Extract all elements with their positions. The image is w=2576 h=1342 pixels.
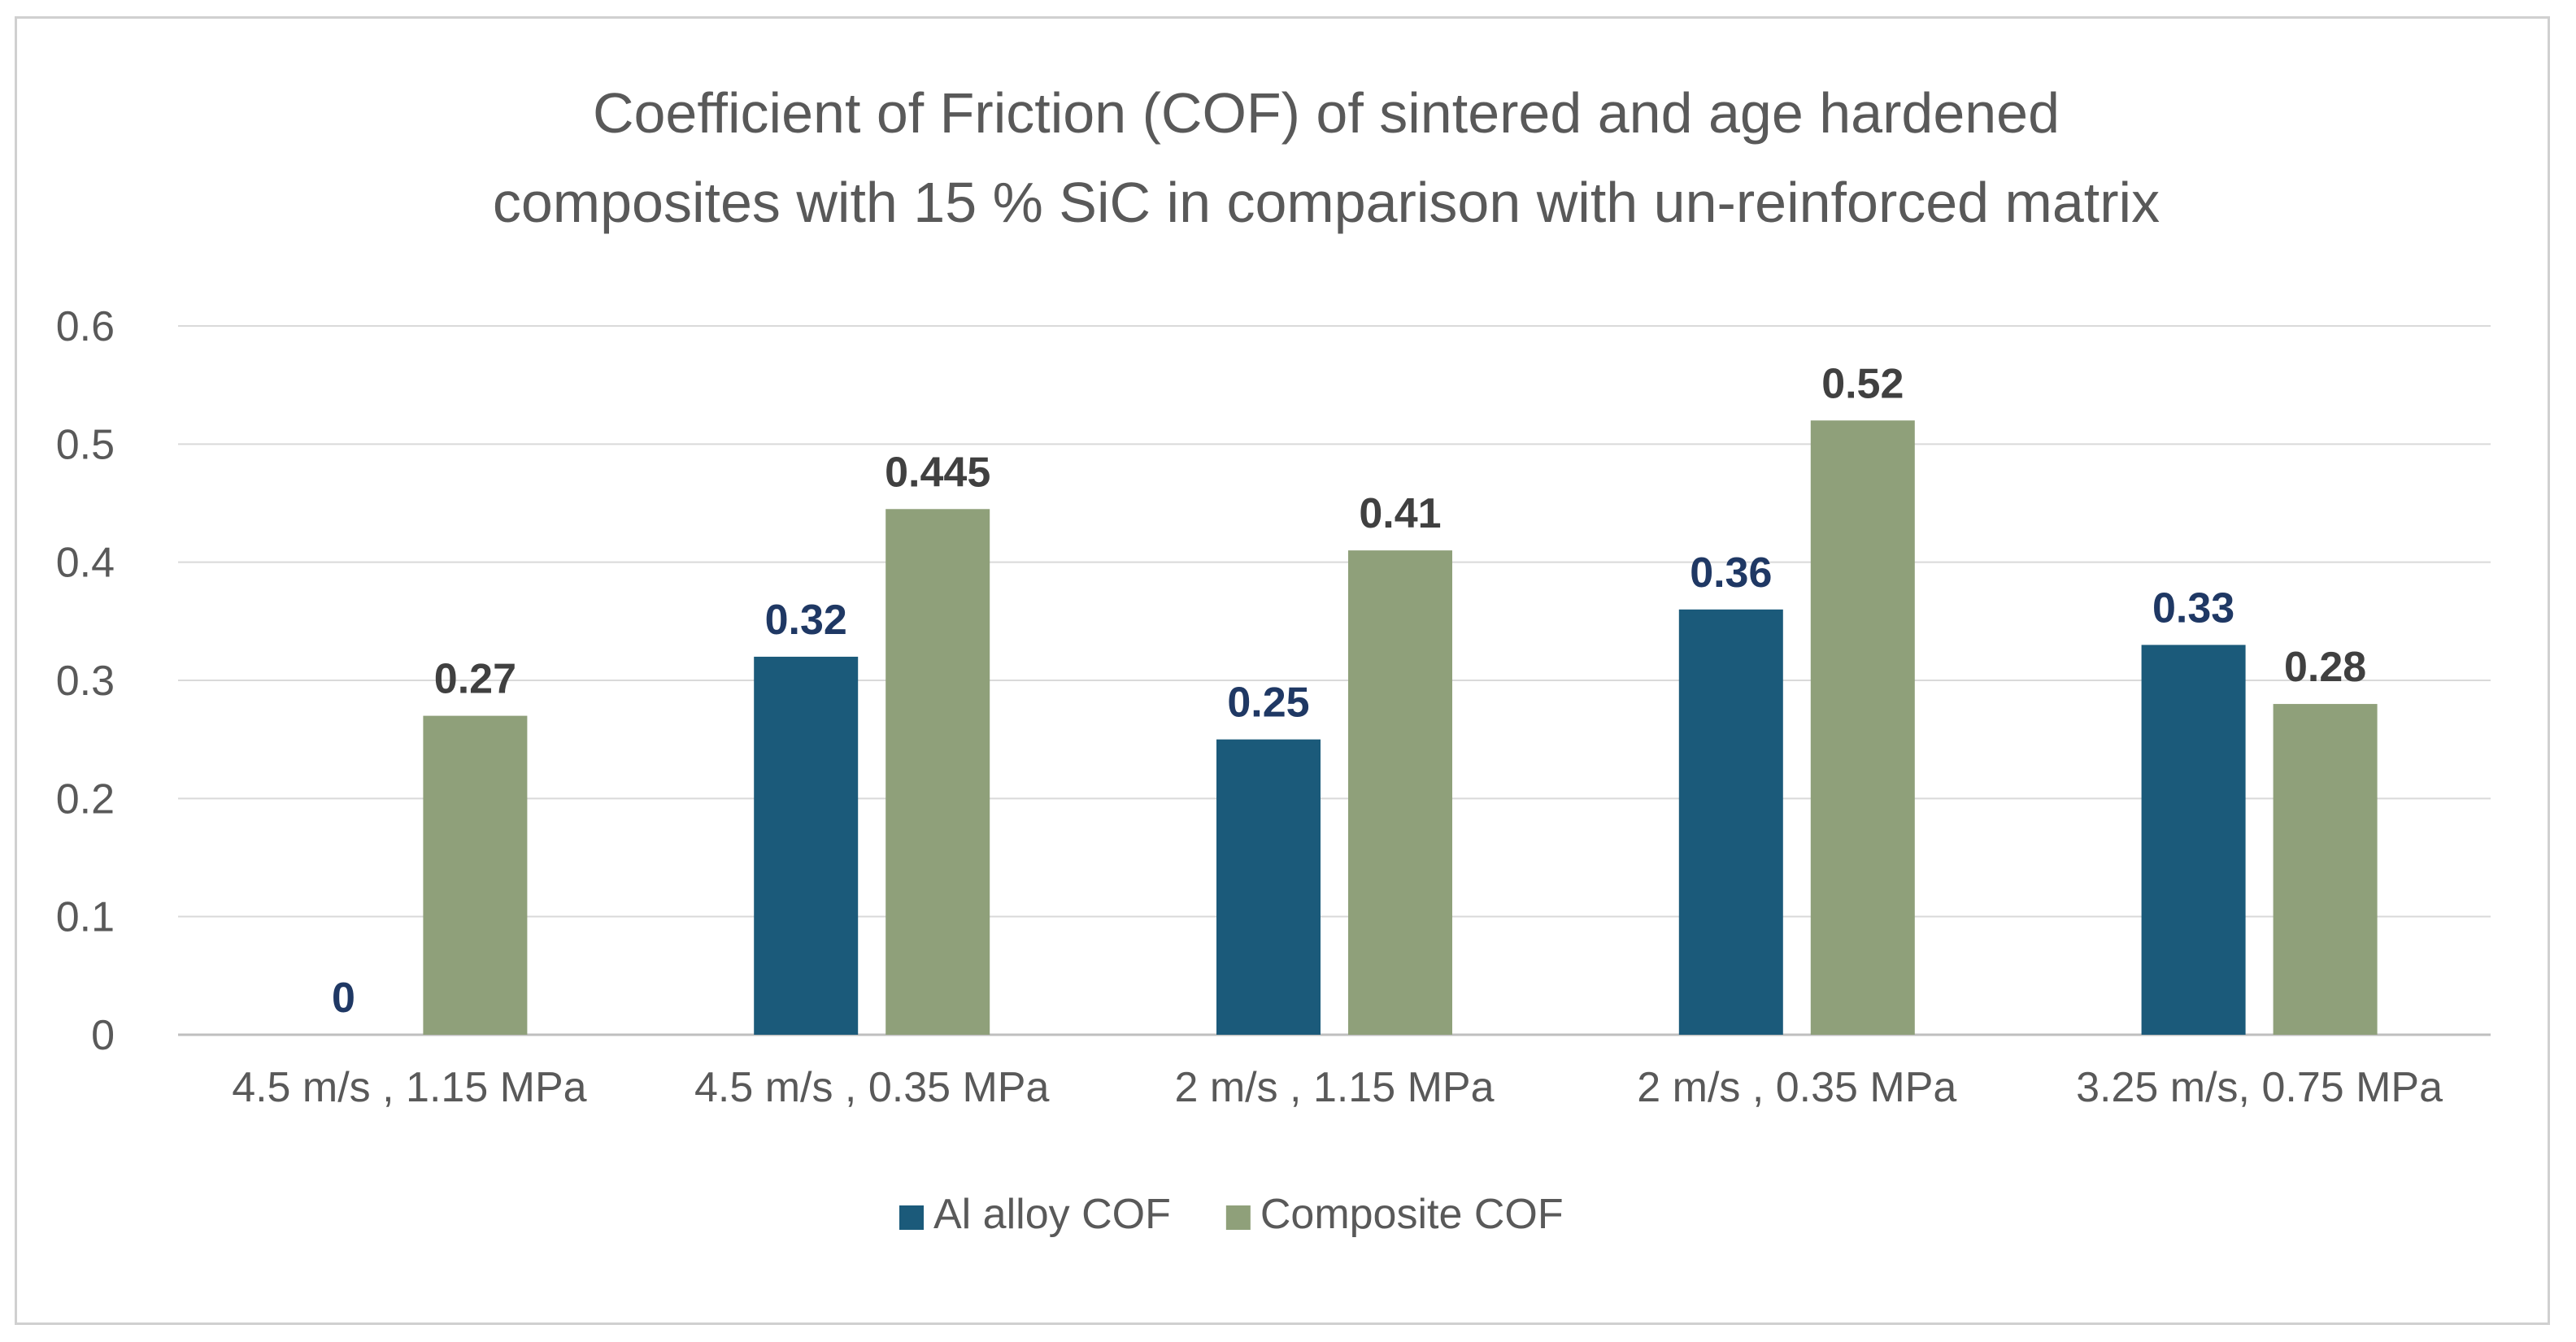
bar-composite bbox=[1348, 550, 1452, 1035]
bars bbox=[423, 420, 2378, 1035]
chart-title: Coefficient of Friction (COF) of sintere… bbox=[493, 81, 2160, 234]
chart-svg: Coefficient of Friction (COF) of sintere… bbox=[56, 81, 2491, 1238]
bar-al-alloy bbox=[754, 656, 859, 1035]
y-axis-ticks: 0 0.1 0.2 0.3 0.4 0.5 0.6 bbox=[56, 303, 115, 1059]
data-label-composite: 0.52 bbox=[1821, 360, 1904, 407]
bar-al-alloy bbox=[2141, 645, 2246, 1035]
y-tick-label: 0.6 bbox=[56, 303, 115, 350]
bar-composite bbox=[2273, 704, 2378, 1035]
legend-swatch-composite bbox=[1225, 1205, 1251, 1230]
data-label-composite: 0.28 bbox=[2284, 644, 2366, 691]
bar-composite bbox=[423, 715, 528, 1035]
x-category-label: 4.5 m/s , 1.15 MPa bbox=[232, 1064, 586, 1111]
data-labels: 0 0.27 0.32 0.445 0.25 0.41 0.36 0.52 0.33 0.28 bbox=[332, 360, 2366, 1022]
gridlines bbox=[178, 325, 2491, 1036]
y-tick-label: 0.5 bbox=[56, 421, 115, 468]
data-label-al-alloy: 0.32 bbox=[765, 597, 847, 644]
y-tick-label: 0 bbox=[91, 1012, 115, 1059]
y-tick-label: 0.1 bbox=[56, 894, 115, 941]
chart-title-line-1: Coefficient of Friction (COF) of sintere… bbox=[593, 81, 2060, 145]
legend-label-al-alloy: Al alloy COF bbox=[933, 1191, 1171, 1238]
data-label-al-alloy: 0 bbox=[332, 975, 355, 1022]
bar-al-alloy bbox=[1216, 739, 1321, 1035]
x-category-label: 3.25 m/s, 0.75 MPa bbox=[2076, 1064, 2443, 1111]
data-label-al-alloy: 0.25 bbox=[1227, 680, 1309, 727]
x-category-label: 2 m/s , 1.15 MPa bbox=[1174, 1064, 1494, 1111]
x-category-label: 4.5 m/s , 0.35 MPa bbox=[694, 1064, 1049, 1111]
bar-composite bbox=[886, 509, 990, 1035]
data-label-composite: 0.445 bbox=[885, 449, 990, 496]
x-category-label: 2 m/s , 0.35 MPa bbox=[1637, 1064, 1956, 1111]
data-label-composite: 0.41 bbox=[1359, 490, 1441, 537]
x-axis-categories: 4.5 m/s , 1.15 MPa 4.5 m/s , 0.35 MPa 2 m/… bbox=[232, 1064, 2443, 1111]
y-tick-label: 0.2 bbox=[56, 775, 115, 823]
legend: Al alloy COF Composite COF bbox=[899, 1191, 1564, 1238]
legend-label-composite: Composite COF bbox=[1260, 1191, 1564, 1238]
data-label-al-alloy: 0.36 bbox=[1690, 549, 1772, 597]
legend-swatch-al-alloy bbox=[899, 1205, 924, 1230]
y-tick-label: 0.4 bbox=[56, 540, 115, 587]
chart-frame: Coefficient of Friction (COF) of sintere… bbox=[15, 16, 2550, 1325]
data-label-composite: 0.27 bbox=[434, 656, 516, 703]
y-tick-label: 0.3 bbox=[56, 658, 115, 705]
chart-title-line-2: composites with 15 % SiC in comparison w… bbox=[493, 171, 2160, 234]
data-label-al-alloy: 0.33 bbox=[2152, 584, 2234, 632]
bar-composite bbox=[1810, 420, 1915, 1035]
bar-al-alloy bbox=[1678, 609, 1783, 1035]
